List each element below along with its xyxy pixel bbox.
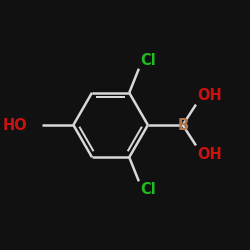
Text: Cl: Cl	[140, 52, 156, 68]
Text: B: B	[177, 118, 188, 132]
Text: OH: OH	[197, 88, 222, 103]
Text: HO: HO	[3, 118, 28, 132]
Text: Cl: Cl	[140, 182, 156, 198]
Text: OH: OH	[197, 147, 222, 162]
